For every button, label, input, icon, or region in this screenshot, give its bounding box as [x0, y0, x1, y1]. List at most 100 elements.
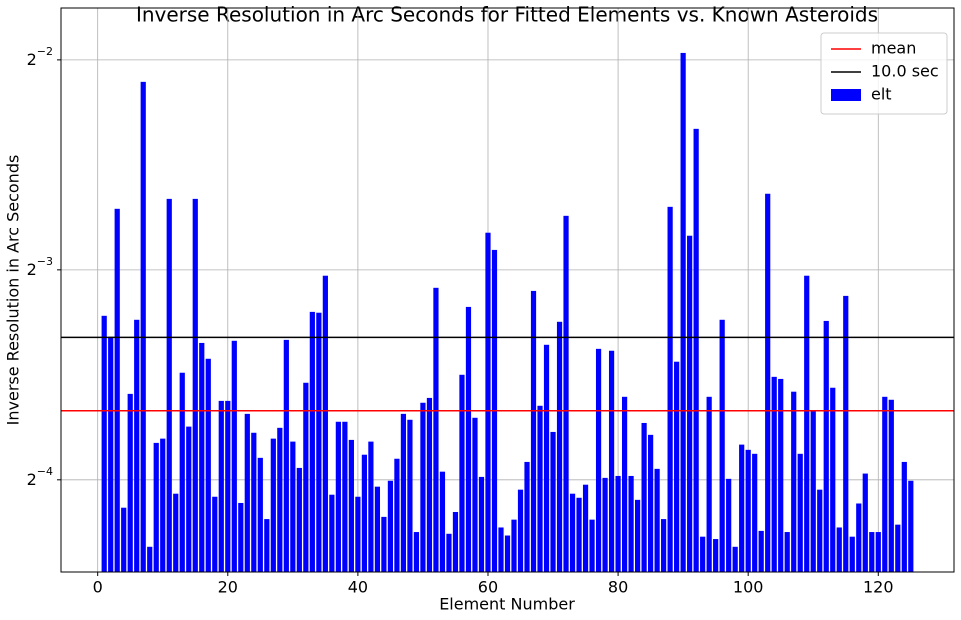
- bar: [192, 198, 198, 572]
- bar: [465, 306, 472, 572]
- bar: [270, 438, 276, 572]
- bar: [856, 503, 862, 572]
- bar: [101, 315, 107, 572]
- bar: [765, 193, 771, 572]
- bar: [511, 519, 517, 572]
- bar: [205, 358, 211, 572]
- bar: [166, 198, 172, 572]
- bar: [485, 232, 491, 572]
- bar: [641, 422, 647, 572]
- bar: [329, 494, 335, 572]
- legend-label: mean: [871, 39, 916, 58]
- bar: [303, 382, 309, 572]
- bar: [504, 535, 511, 572]
- bar: [791, 391, 797, 572]
- bar: [661, 519, 667, 572]
- bar: [173, 493, 179, 572]
- bar: [843, 295, 849, 572]
- x-tick-label: 0: [93, 578, 103, 597]
- x-axis-label: Element Number: [439, 595, 575, 614]
- bar: [426, 397, 433, 572]
- x-tick-label: 80: [608, 578, 628, 597]
- bar: [160, 438, 166, 572]
- bar: [888, 399, 894, 572]
- bar: [608, 350, 615, 572]
- y-tick-label: 2−3: [27, 255, 53, 279]
- bar: [537, 405, 543, 572]
- bar: [251, 432, 257, 572]
- bar: [595, 348, 602, 572]
- bar: [114, 208, 120, 573]
- bar: [589, 519, 595, 572]
- bar: [895, 524, 901, 572]
- bar: [680, 52, 686, 573]
- bar: [335, 421, 341, 572]
- bar: [628, 475, 634, 572]
- bar: [127, 393, 133, 572]
- bar: [348, 439, 354, 572]
- bar: [316, 312, 322, 572]
- bar: [381, 516, 387, 572]
- bar: [634, 499, 641, 572]
- bar: [387, 480, 394, 572]
- bar: [517, 489, 524, 572]
- bar: [602, 477, 608, 572]
- legend-label: 10.0 sec: [871, 62, 939, 81]
- bar: [569, 493, 576, 572]
- bar: [654, 468, 660, 572]
- bar: [231, 340, 237, 572]
- x-tick-label: 100: [733, 578, 764, 597]
- bar: [771, 376, 777, 572]
- bar: [875, 532, 881, 572]
- bar: [817, 489, 823, 572]
- bar: [869, 532, 875, 572]
- bar: [420, 402, 426, 572]
- bar: [687, 235, 693, 572]
- bar: [849, 536, 855, 572]
- bar: [413, 532, 420, 572]
- bar: [407, 419, 413, 572]
- bar: [667, 206, 673, 572]
- bar: [322, 275, 328, 572]
- bar: [400, 413, 407, 572]
- bar: [225, 400, 231, 572]
- bar: [478, 476, 485, 572]
- bar: [758, 530, 764, 572]
- bar: [576, 497, 582, 572]
- y-tick-label: 2−2: [27, 45, 53, 69]
- bar: [556, 321, 563, 572]
- bar: [134, 319, 140, 572]
- bar: [550, 431, 556, 572]
- bar: [752, 453, 758, 572]
- bar: [296, 467, 302, 572]
- bar: [147, 546, 153, 572]
- bar: [530, 290, 537, 572]
- bar: [823, 320, 829, 572]
- bar: [374, 486, 381, 572]
- bar: [732, 546, 738, 572]
- bar: [459, 374, 465, 572]
- bar: [257, 457, 263, 572]
- bar: [290, 441, 296, 572]
- bar: [739, 444, 745, 572]
- bar: [199, 342, 205, 572]
- bar: [277, 427, 283, 572]
- bar: [238, 502, 244, 572]
- bar: [862, 473, 868, 572]
- bar: [433, 287, 439, 572]
- bar: [693, 128, 699, 572]
- bar: [283, 339, 289, 572]
- plot-frame: [60, 7, 955, 573]
- bar: [212, 496, 218, 572]
- x-tick-label: 60: [478, 578, 498, 597]
- bar: [745, 449, 751, 572]
- bar: [621, 396, 628, 572]
- bar: [582, 484, 589, 572]
- bar: [524, 461, 530, 572]
- bar: [472, 417, 478, 572]
- bar: [264, 519, 270, 572]
- bar: [797, 453, 803, 572]
- bar: [153, 442, 159, 572]
- bar: [778, 378, 784, 572]
- bar: [309, 311, 315, 572]
